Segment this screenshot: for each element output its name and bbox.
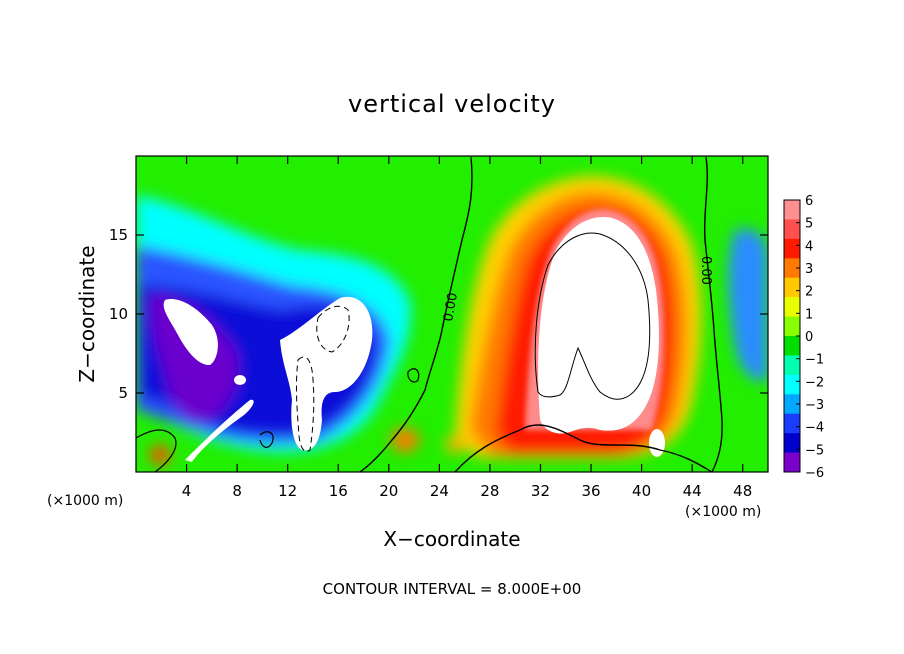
- x-unit-label-right: (×1000 m): [685, 504, 761, 520]
- colorbar: 6 5 4 3 2 1 0 −1 −2 −3 −4 −5 −6: [783, 194, 824, 481]
- colorbar-label: 6: [805, 194, 813, 209]
- colorbar-label: 2: [805, 285, 813, 300]
- x-tick-label: 8: [232, 482, 242, 500]
- x-tick-label: 28: [480, 482, 499, 500]
- contour-lines: [136, 156, 723, 472]
- x-tick-label: 40: [632, 482, 651, 500]
- colorbar-swatch: [784, 394, 800, 415]
- x-tick-label: 12: [278, 482, 297, 500]
- colorbar-label: −2: [805, 375, 824, 390]
- colorbar-label: −6: [805, 466, 824, 481]
- colorbar-label: −4: [805, 421, 824, 436]
- colorbar-swatch: [784, 336, 800, 356]
- colorbar-swatch: [784, 277, 800, 298]
- colorbar-swatch: [784, 316, 800, 337]
- x-tick-label: 20: [379, 482, 398, 500]
- colorbar-label: 0: [805, 330, 813, 345]
- colorbar-swatch: [784, 238, 800, 259]
- x-tick-label: 44: [683, 482, 702, 500]
- colorbar-label: 5: [805, 217, 813, 232]
- y-axis-label: Z−coordinate: [75, 245, 99, 382]
- x-tick-label: 48: [733, 482, 752, 500]
- contour-label: 0.00: [698, 256, 713, 285]
- contour-label: 0.00: [441, 292, 461, 323]
- colorbar-label: −3: [805, 398, 824, 413]
- colorbar-label: −5: [805, 443, 824, 458]
- x-tick-label: 32: [531, 482, 550, 500]
- colorbar-label: 1: [805, 307, 813, 322]
- contour-interval-note: CONTOUR INTERVAL = 8.000E+00: [323, 580, 582, 598]
- colorbar-swatch: [784, 433, 800, 454]
- colorbar-swatch: [784, 355, 800, 376]
- colorbar-label: 3: [805, 262, 813, 277]
- x-axis-label: X−coordinate: [383, 527, 520, 551]
- colorbar-label: 4: [805, 239, 813, 254]
- colorbar-swatch: [784, 219, 800, 240]
- x-tick-label: 4: [182, 482, 192, 500]
- x-axis: 4 8 12 16 20 24 28 32 36 40 44 48: [182, 156, 752, 500]
- y-tick-label: 10: [109, 305, 128, 323]
- colorbar-swatch: [784, 297, 800, 318]
- x-tick-label: 36: [581, 482, 600, 500]
- colorbar-swatch: [784, 200, 800, 220]
- chart-title: vertical velocity: [348, 90, 556, 118]
- x-tick-label: 24: [430, 482, 449, 500]
- x-unit-label-left: (×1000 m): [47, 493, 123, 509]
- colorbar-swatch: [784, 413, 800, 434]
- x-tick-label: 16: [329, 482, 348, 500]
- colorbar-swatch: [784, 258, 800, 279]
- colorbar-label: −1: [805, 353, 824, 368]
- y-tick-label: 15: [109, 226, 128, 244]
- colorbar-swatch: [784, 452, 800, 473]
- colorbar-swatch: [784, 374, 800, 395]
- y-tick-label: 5: [118, 384, 128, 402]
- y-axis: 5 10 15: [109, 226, 768, 402]
